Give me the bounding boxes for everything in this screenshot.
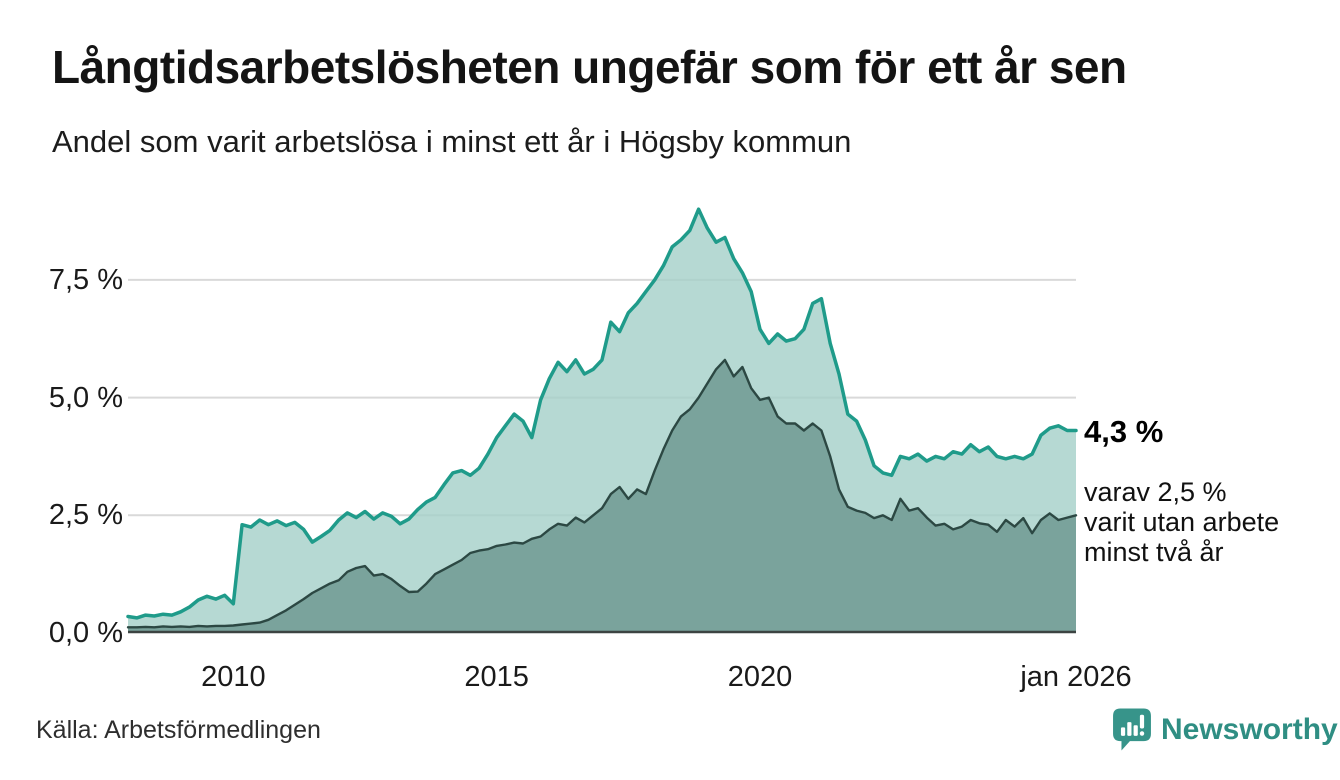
y-axis-tick-label: 2,5 %: [48, 499, 123, 532]
series-line: [126, 207, 1078, 620]
chart-subtitle: Andel som varit arbetslösa i minst ett å…: [52, 124, 852, 159]
newsworthy-logo-icon: [1113, 708, 1151, 751]
x-axis-tick-label: 2020: [727, 661, 793, 693]
two-year-note-line: varav 2,5 %: [1084, 477, 1227, 507]
y-axis-tick-label: 7,5 %: [48, 263, 123, 296]
logo-bar-icon: [1133, 725, 1138, 736]
x-axis-tick-label: jan 2026: [1020, 661, 1132, 693]
x-axis-tick-label: 2010: [201, 661, 266, 693]
area-fill: [128, 359, 1076, 633]
logo-bar-icon: [1120, 727, 1126, 736]
x-axis-tick-label: 2015: [464, 661, 529, 693]
newsworthy-logo-text: Newsworthy: [1161, 713, 1338, 746]
two-year-note-line: minst två år: [1084, 537, 1224, 567]
source-caption: Källa: Arbetsförmedlingen: [36, 716, 321, 744]
area-chart: [126, 207, 1078, 634]
logo-bar-icon: [1127, 722, 1132, 736]
two-year-note-line: varit utan arbete: [1084, 507, 1280, 537]
newsworthy-logo: Newsworthy: [1112, 707, 1338, 753]
logo-exclamation-icon: [1139, 714, 1145, 729]
y-axis-tick-label: 0,0 %: [48, 617, 123, 649]
series-line: [126, 358, 1078, 629]
y-axis-tick-label: 5,0 %: [48, 381, 123, 414]
two-year-note: varav 2,5 % varit utan arbete minst två …: [1084, 477, 1279, 567]
latest-value-label: 4,3 %: [1084, 414, 1164, 449]
page-title: Långtidsarbetslösheten ungefär som för e…: [52, 41, 1127, 93]
logo-exclamation-dot: [1139, 731, 1145, 736]
logo-speech-bubble: [1113, 708, 1151, 751]
